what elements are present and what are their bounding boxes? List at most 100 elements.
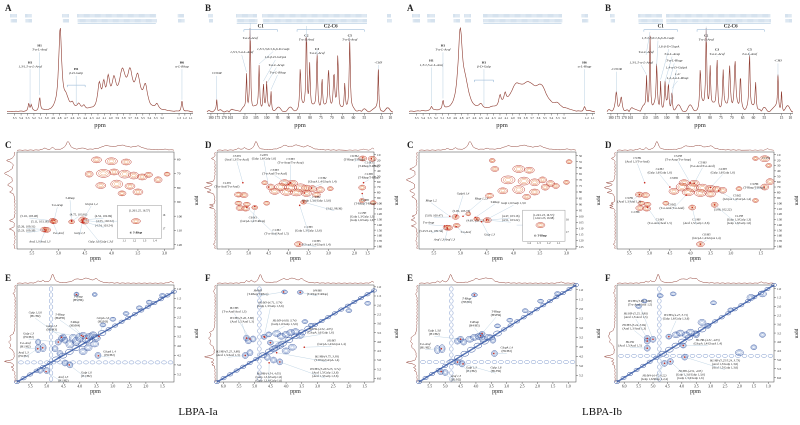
svg-text:2.5: 2.5 <box>127 385 132 389</box>
svg-text:165: 165 <box>628 116 634 120</box>
svg-text:5.5: 5.5 <box>431 252 436 256</box>
svg-text:110: 110 <box>242 116 247 120</box>
svg-text:(3.62, 98.36): (3.62, 98.36) <box>326 207 342 212</box>
svg-text:(H3/H4): (H3/H4) <box>70 324 80 328</box>
svg-text:C1/H1: C1/H1 <box>365 160 374 164</box>
svg-text:4.0: 4.0 <box>177 344 182 348</box>
svg-text:30: 30 <box>377 164 381 168</box>
svg-text:3.2: 3.2 <box>562 116 566 120</box>
svg-text:95: 95 <box>579 208 583 212</box>
inset-plot: (1.24/1.23, 16.57)/(1.24/1.23, 16.98) 6: … <box>516 209 569 245</box>
svg-text:(H5/H6): (H5/H6) <box>73 298 83 302</box>
svg-text:C5/H1: C5/H1 <box>633 156 642 160</box>
plot-box <box>616 151 775 250</box>
svg-text:1.2: 1.2 <box>133 239 137 242</box>
svg-text:1.5: 1.5 <box>758 252 763 256</box>
svg-text:170: 170 <box>777 239 782 243</box>
svg-text:(H1/H2): (H1/H2) <box>23 335 33 339</box>
svg-text:1.3: 1.3 <box>143 239 147 242</box>
contours <box>234 155 377 247</box>
svg-text:15: 15 <box>380 116 384 120</box>
svg-text:4.0: 4.0 <box>109 252 114 256</box>
svg-text:6.0: 6.0 <box>377 377 382 381</box>
spectrum-trace <box>206 27 393 113</box>
region-bracket <box>696 29 765 32</box>
svg-text:5.0: 5.0 <box>177 363 182 367</box>
panel-lbpa-ia-c-hsqc: 5.5 5.0 4.5 4.0 3.5 3.0 ppm 60 70 80 90 100 110 120 pp… <box>4 140 198 262</box>
svg-text:140: 140 <box>777 223 782 227</box>
svg-text:175: 175 <box>615 116 621 120</box>
svg-text:2.5: 2.5 <box>579 316 584 320</box>
assignment-annotations: T-Rhap(H5/H6)T-Rhap(H3/H4)T-Rhap(H4/H5)G… <box>420 294 513 382</box>
svg-text:(5.25/5.24, 109.34): (5.25/5.24, 109.34) <box>419 229 443 234</box>
svg-text:5.3: 5.3 <box>26 116 30 120</box>
svg-text:H1/H6-(4.51, 4.05): H1/H6-(4.51, 4.05) <box>695 338 720 343</box>
svg-text:C5/H3: C5/H3 <box>271 168 280 172</box>
svg-text:ppm: ppm <box>794 196 799 207</box>
svg-text:(T-α-Araf/Araf 1,5): (T-α-Araf/Araf 1,5) <box>648 221 672 226</box>
svg-text:2.0: 2.0 <box>777 305 782 309</box>
svg-text:A: A <box>407 3 414 13</box>
svg-text:H1/H3-(4.71, 3.74): H1/H3-(4.71, 3.74) <box>257 300 282 305</box>
svg-text:C6/H5: C6/H5 <box>702 233 711 237</box>
svg-text:4.0: 4.0 <box>474 385 479 389</box>
svg-text:5-Rhap: 5-Rhap <box>65 196 75 200</box>
svg-text:(H1/H2): (H1/H2) <box>81 374 91 378</box>
svg-text:170: 170 <box>221 116 227 120</box>
svg-text:175: 175 <box>215 116 221 120</box>
svg-text:5.5: 5.5 <box>415 116 419 120</box>
svg-text:120: 120 <box>777 212 782 216</box>
svg-text:85: 85 <box>579 196 583 200</box>
svg-text:C1/H3: C1/H3 <box>656 217 665 221</box>
svg-text:T-Rhap: T-Rhap <box>490 200 500 204</box>
svg-text:(T-α-Araf/Araf 1,5): (T-α-Araf/Araf 1,5) <box>265 232 289 237</box>
svg-text:(Galp 1,6/Galp 1,6): (Galp 1,6/Galp 1,6) <box>252 156 276 161</box>
svg-text:ppm: ppm <box>90 389 101 395</box>
svg-text:3.4: 3.4 <box>549 116 553 120</box>
svg-text:H1/H3-(5.25/5.24, 3.73): H1/H3-(5.25/5.24, 3.73) <box>709 359 740 364</box>
svg-text:(T-Rhap/T-Rhap): (T-Rhap/T-Rhap) <box>358 176 379 180</box>
svg-text:(GlcpA 1,4/GlcpA 1,4): (GlcpA 1,4/GlcpA 1,4) <box>302 242 330 247</box>
svg-text:ppm: ppm <box>794 329 799 340</box>
projection-traces <box>406 274 577 383</box>
svg-text:5.0: 5.0 <box>458 252 463 256</box>
svg-text:50: 50 <box>777 174 781 178</box>
svg-text:4.1: 4.1 <box>504 116 508 120</box>
svg-text:4.5: 4.5 <box>77 116 81 120</box>
svg-text:C1/H6: C1/H6 <box>365 172 374 176</box>
svg-text:C1/H3: C1/H3 <box>692 217 701 221</box>
svg-text:4.0: 4.0 <box>511 252 516 256</box>
svg-text:75: 75 <box>319 116 323 120</box>
svg-text:4.0: 4.0 <box>679 385 684 389</box>
svg-text:10: 10 <box>389 116 393 120</box>
svg-text:T-α-L-Araf: T-α-L-Araf <box>299 38 315 42</box>
svg-text:(Araf 1,5/Araf 1,5): (Araf 1,5/Araf 1,5) <box>618 343 642 348</box>
svg-text:H1: H1 <box>441 43 446 47</box>
svg-text:150: 150 <box>777 228 782 232</box>
svg-text:1,3/1,5-α-L-Araf: 1,3/1,5-α-L-Araf <box>629 60 653 65</box>
svg-text:3.2: 3.2 <box>160 116 164 120</box>
svg-text:C1: C1 <box>658 25 665 30</box>
svg-text:C1/H3: C1/H3 <box>358 211 367 215</box>
svg-text:(T-α-Araf/T-α-Araf): (T-α-Araf/T-α-Araf) <box>690 164 715 168</box>
svg-text:C4/H1: C4/H1 <box>260 153 269 157</box>
svg-text:(5.16, 103.48): (5.16, 103.48) <box>20 214 38 219</box>
svg-text:4.5: 4.5 <box>458 385 463 389</box>
assignment-annotations: C5/H1(Araf 1,3/T-α-Araf)C5/H3(T-α-Arap/T… <box>617 154 771 245</box>
svg-text:4.4: 4.4 <box>485 116 489 120</box>
svg-text:C1/H3: C1/H3 <box>735 214 744 218</box>
svg-text:(Araf 1,5/Galp 1,3,6): (Araf 1,5/Galp 1,3,6) <box>683 221 709 226</box>
svg-text:T-α-L-Araf: T-α-L-Araf <box>32 48 48 52</box>
panel-lbpa-ia-f-noesy: 6.0 5.5 5.0 4.5 4.0 3.5 3.0 2.5 2.0 1.5 ppm 1.0 1.5 2… <box>203 273 398 395</box>
svg-text:5.5: 5.5 <box>427 385 432 389</box>
svg-text:(Galp 1,3/Galp 1,3,6): (Galp 1,3/Galp 1,3,6) <box>295 228 322 233</box>
svg-text:(Galp 1,6/Galp 1,6): (Galp 1,6/Galp 1,6) <box>711 170 735 175</box>
svg-text:(T-Rhap/GlcpA 1,4): (T-Rhap/GlcpA 1,4) <box>314 358 339 363</box>
svg-text:C3/H2: C3/H2 <box>668 202 677 206</box>
svg-text:3.5: 3.5 <box>141 116 145 120</box>
svg-text:(GlcpA 1,4/GlcpA 1,4): (GlcpA 1,4/GlcpA 1,4) <box>308 179 336 184</box>
svg-text:-CH3: -CH3 <box>374 60 382 64</box>
svg-text:F: F <box>605 273 611 283</box>
svg-text:16: 16 <box>566 219 569 222</box>
svg-text:(Galp 1,6/Galp 1,3,6): (Galp 1,6/Galp 1,3,6) <box>663 317 690 322</box>
